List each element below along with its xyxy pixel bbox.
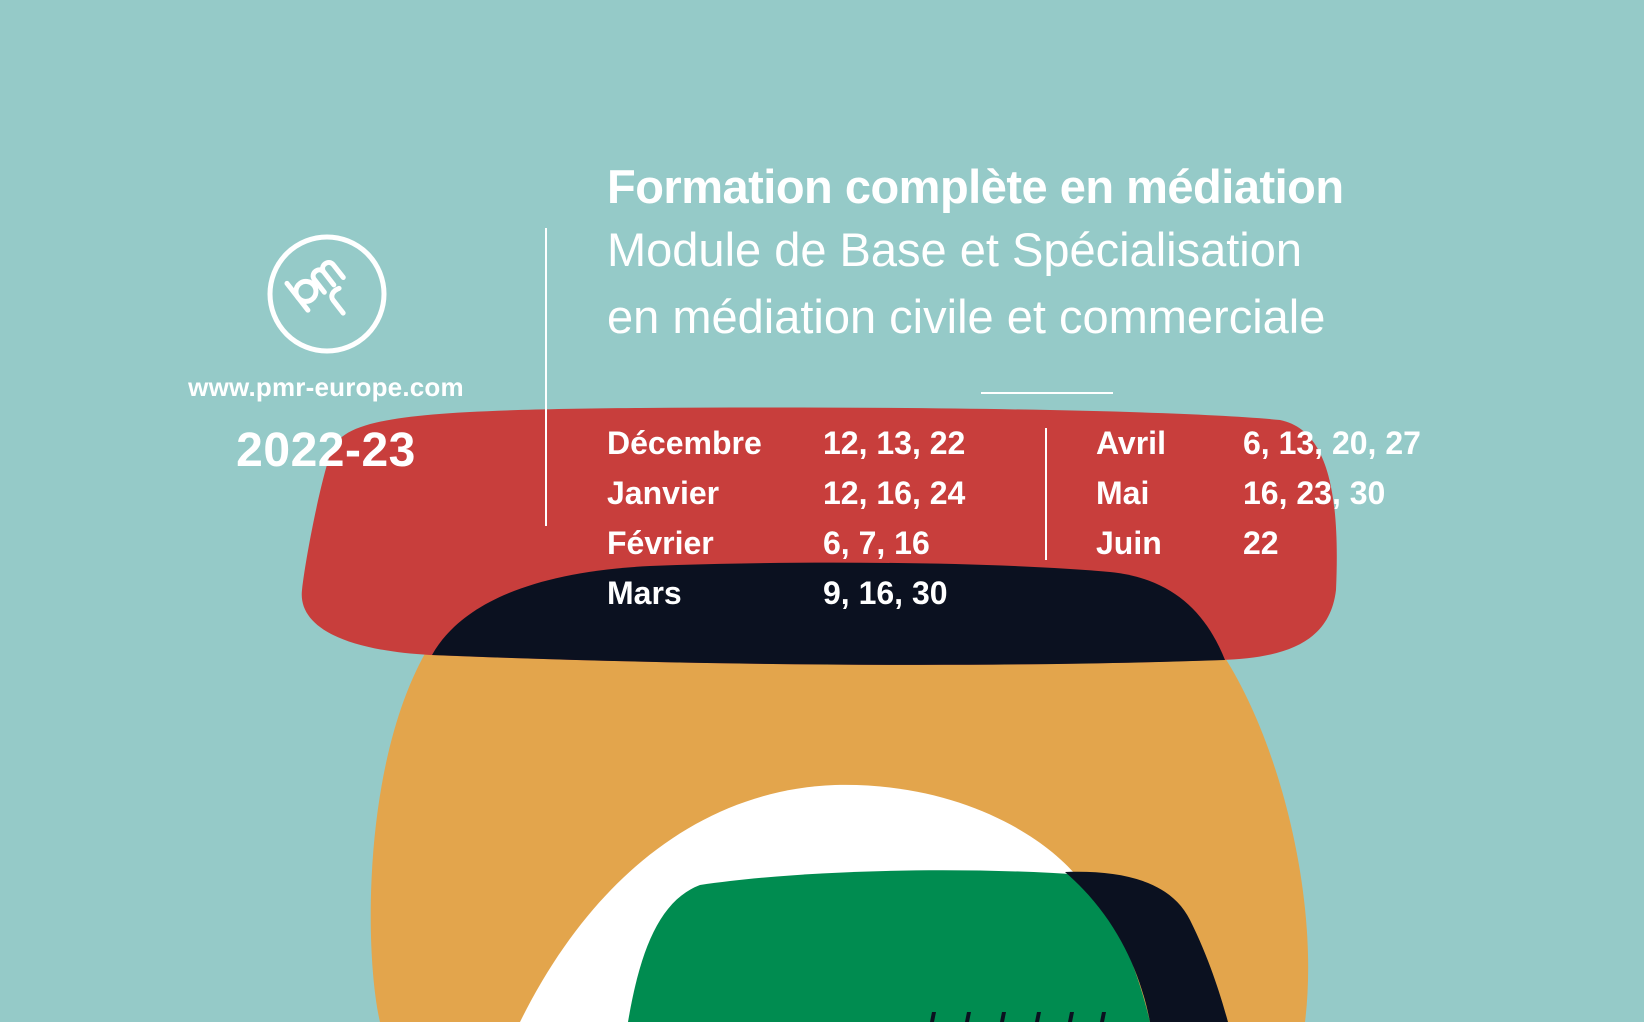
schedule-row: Janvier 12, 16, 24 (607, 468, 1027, 518)
horizontal-divider (981, 392, 1113, 394)
vertical-divider-schedule (1045, 428, 1047, 560)
green-shape (628, 870, 1150, 1022)
page-title: Formation complète en médiation (607, 160, 1344, 213)
pmr-logo-icon (267, 234, 387, 354)
subtitle-line-2: en médiation civile et commerciale (607, 290, 1326, 343)
site-url[interactable]: www.pmr-europe.com (188, 372, 464, 402)
schedule-days: 12, 13, 22 (823, 425, 966, 461)
schedule-row: Mars 9, 16, 30 (607, 568, 1027, 618)
schedule-right: Avril 6, 13, 20, 27 Mai 16, 23, 30 Juin … (1096, 418, 1616, 568)
schedule-month: Février (607, 525, 714, 561)
schedule-row: Avril 6, 13, 20, 27 (1096, 418, 1616, 468)
schedule-row: Juin 22 (1096, 518, 1616, 568)
schedule-days: 6, 7, 16 (823, 525, 930, 561)
black-marks (930, 1012, 1106, 1022)
schedule-days: 16, 23, 30 (1243, 475, 1386, 511)
schedule-month: Mars (607, 575, 682, 611)
vertical-divider-left (545, 228, 547, 526)
schedule-days: 12, 16, 24 (823, 475, 966, 511)
schedule-month: Janvier (607, 475, 720, 511)
schedule-month: Mai (1096, 475, 1150, 511)
schedule-month: Juin (1096, 525, 1162, 561)
subtitle-line-1: Module de Base et Spécialisation (607, 223, 1302, 276)
schedule-days: 6, 13, 20, 27 (1243, 425, 1421, 461)
black-band (432, 562, 1225, 665)
black-wedge (1065, 871, 1228, 1022)
schedule-month: Décembre (607, 425, 762, 461)
heading-block: Formation complète en médiation Module d… (607, 158, 1607, 350)
schedule-row: Mai 16, 23, 30 (1096, 468, 1616, 518)
schedule-days: 22 (1243, 525, 1279, 561)
schedule-row: Février 6, 7, 16 (607, 518, 1027, 568)
schedule-left: Décembre 12, 13, 22 Janvier 12, 16, 24 F… (607, 418, 1027, 618)
schedule-month: Avril (1096, 425, 1166, 461)
year-label: 2022-23 (236, 424, 416, 477)
schedule-row: Décembre 12, 13, 22 (607, 418, 1027, 468)
schedule-days: 9, 16, 30 (823, 575, 948, 611)
